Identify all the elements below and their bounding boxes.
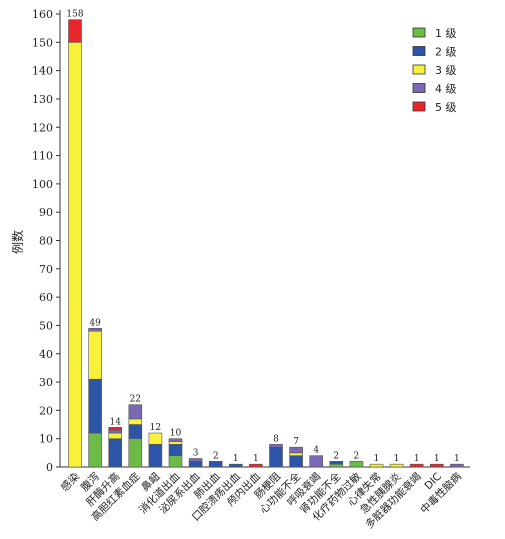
legend-label: 4 级 xyxy=(435,83,457,96)
bar-total-label: 49 xyxy=(89,318,101,328)
bar-total-label: 1 xyxy=(233,454,239,464)
legend: 1 级 2 级 3 级 4 级 5 级 xyxy=(412,27,457,114)
bar-segment xyxy=(168,438,183,442)
legend-label: 5 级 xyxy=(435,101,457,114)
bar-total-label: 1 xyxy=(454,454,460,464)
bar-total-label: 3 xyxy=(193,449,199,459)
bar-segment xyxy=(269,446,283,468)
bar-segment xyxy=(68,19,82,43)
bar-segment xyxy=(88,378,102,434)
bar-segment xyxy=(289,446,303,454)
bar-total-label: 2 xyxy=(354,451,360,461)
bar-total-label: 1 xyxy=(414,454,420,464)
legend-label: 1 级 xyxy=(435,27,457,40)
bar-segment xyxy=(369,463,384,468)
legend-swatch xyxy=(412,64,426,75)
bar-segment xyxy=(188,458,203,462)
bar-total-label: 1 xyxy=(434,454,440,464)
legend-swatch xyxy=(412,101,426,112)
y-tick-label: 160 xyxy=(32,8,53,21)
bar-segment xyxy=(329,463,344,468)
bar-segment xyxy=(168,455,183,468)
bar-segment xyxy=(148,432,163,445)
bar-total-label: 2 xyxy=(213,451,219,461)
category-labels: 感染腹泻肝酶升高高胆红素血症鼻衄消化道出血泌尿系出血肺出血口腔溃疡出血颅内出血肠… xyxy=(58,470,464,532)
y-tick-label: 150 xyxy=(32,36,53,49)
y-tick-label: 90 xyxy=(39,206,53,219)
y-tick-label: 40 xyxy=(39,348,53,361)
bar-segment xyxy=(309,455,324,468)
y-tick-label: 0 xyxy=(46,461,53,474)
y-axis-label: 例数 xyxy=(10,230,25,254)
legend-swatch xyxy=(412,46,426,56)
y-tick-label: 120 xyxy=(32,121,53,134)
y-tick-label: 70 xyxy=(39,263,53,276)
bar-segment xyxy=(429,463,444,468)
bar-segment xyxy=(108,427,122,431)
bar-total-label: 10 xyxy=(170,429,182,439)
bar-segment xyxy=(269,444,283,448)
bar-segment xyxy=(389,463,404,468)
bar-total-label: 8 xyxy=(273,434,279,444)
y-tick-label: 50 xyxy=(39,319,53,332)
bar-total-label: 4 xyxy=(313,446,319,456)
bar-segment xyxy=(88,327,102,332)
bar-total-label: 1 xyxy=(394,454,400,464)
bar-segment xyxy=(249,463,263,468)
bar-segment xyxy=(450,463,464,468)
bar-segment xyxy=(168,441,183,445)
bar-segment xyxy=(208,461,223,468)
y-tick-label: 100 xyxy=(32,178,53,191)
bar-segment xyxy=(289,455,303,468)
legend-label: 2 级 xyxy=(435,46,457,59)
y-tick-label: 20 xyxy=(39,404,53,417)
y-tick-label: 110 xyxy=(32,150,53,163)
bar-total-label: 2 xyxy=(333,451,339,461)
bar-total-label: 158 xyxy=(66,10,83,20)
legend-label: 3 级 xyxy=(435,64,457,77)
y-tick-label: 140 xyxy=(32,65,53,78)
bar-segment xyxy=(128,404,143,420)
bar-segment xyxy=(88,330,102,380)
legend-swatch xyxy=(412,27,426,38)
bar-segment xyxy=(229,463,243,468)
y-tick-label: 10 xyxy=(39,433,53,446)
bar-segment xyxy=(188,461,203,468)
bar-segment xyxy=(409,463,424,468)
bar-total-label: 1 xyxy=(374,454,380,464)
bar-total-label: 7 xyxy=(293,437,299,447)
bar-segment xyxy=(108,438,122,468)
bar-segment xyxy=(168,444,183,456)
bar-segment xyxy=(349,461,364,468)
x-tick-label: 感染 xyxy=(58,470,82,494)
y-tick-label: 60 xyxy=(39,291,53,304)
bar-segment xyxy=(128,418,143,425)
bar-segment xyxy=(329,461,344,465)
y-tick-label: 30 xyxy=(39,376,53,389)
bar-segment xyxy=(128,424,143,439)
bar-segment xyxy=(68,42,82,468)
bar-total-label: 22 xyxy=(130,395,141,405)
y-tick-label: 130 xyxy=(32,93,53,106)
bar-segment xyxy=(148,444,163,468)
legend-swatch xyxy=(412,83,426,93)
y-tick-label: 80 xyxy=(39,235,53,248)
bar-total-label: 14 xyxy=(109,417,121,427)
bar-segment xyxy=(88,432,102,468)
bar-total-label: 12 xyxy=(150,423,161,433)
bar-segment xyxy=(128,438,143,468)
bar-segment xyxy=(108,429,122,434)
bar-segment xyxy=(289,452,303,456)
bar-segment xyxy=(108,432,122,439)
bar-total-label: 1 xyxy=(253,454,259,464)
